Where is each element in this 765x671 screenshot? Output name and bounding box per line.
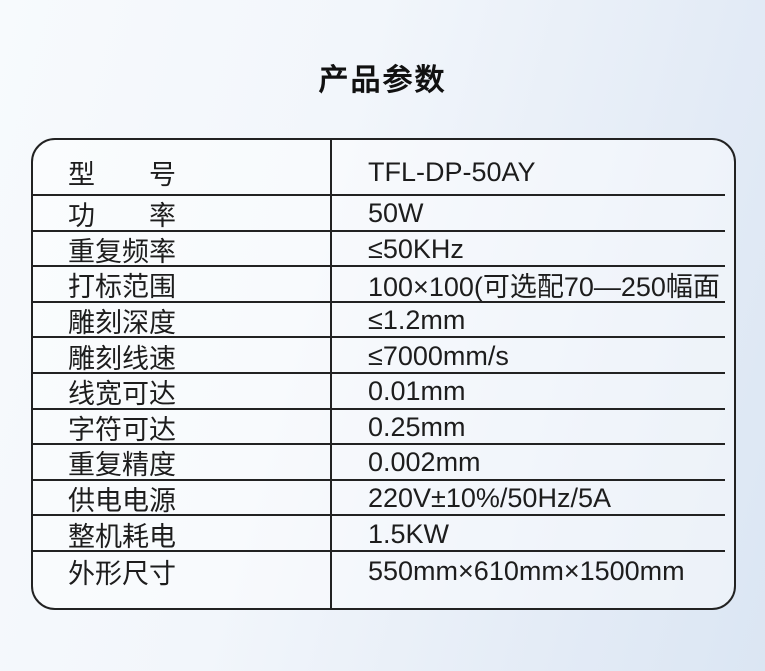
- spec-table: 型 号 TFL-DP-50AY 功 率 50W 重复频率 ≤50KHz 打标范围…: [31, 138, 736, 610]
- spec-value: ≤1.2mm: [368, 305, 466, 336]
- spec-label: 雕刻深度: [68, 308, 176, 339]
- table-row: 字符可达 0.25mm: [33, 410, 734, 446]
- spec-label: 重复频率: [68, 236, 176, 267]
- table-row: 雕刻深度 ≤1.2mm: [33, 303, 734, 339]
- spec-label: 重复精度: [68, 450, 176, 481]
- spec-value: 100×100(可选配70—250幅面: [368, 272, 720, 303]
- spec-label: 供电电源: [68, 486, 176, 517]
- spec-label: 功 率: [68, 201, 176, 232]
- table-row: 打标范围 100×100(可选配70—250幅面: [33, 267, 734, 303]
- table-row: 重复精度 0.002mm: [33, 445, 734, 481]
- spec-label: 打标范围: [68, 272, 176, 303]
- spec-value: 0.002mm: [368, 447, 481, 478]
- spec-value: ≤50KHz: [368, 233, 464, 264]
- spec-value: 0.01mm: [368, 376, 466, 407]
- page-title: 产品参数: [318, 64, 447, 97]
- spec-value: 1.5KW: [368, 518, 450, 549]
- spec-label: 字符可达: [68, 414, 176, 445]
- spec-label: 整机耗电: [68, 521, 176, 552]
- spec-label: 线宽可达: [68, 379, 176, 410]
- spec-label: 雕刻线速: [68, 343, 176, 374]
- table-row: 供电电源 220V±10%/50Hz/5A: [33, 481, 734, 517]
- spec-value: ≤7000mm/s: [368, 340, 509, 371]
- spec-label: 型 号: [68, 159, 176, 190]
- spec-value: 0.25mm: [368, 411, 466, 442]
- spec-value: 220V±10%/50Hz/5A: [368, 483, 611, 514]
- spec-value: TFL-DP-50AY: [368, 156, 536, 187]
- spec-value: 550mm×610mm×1500mm: [368, 556, 685, 587]
- spec-value: 50W: [368, 198, 424, 229]
- table-row: 重复频率 ≤50KHz: [33, 232, 734, 268]
- table-row: 外形尺寸 550mm×610mm×1500mm: [33, 552, 734, 608]
- table-row: 功 率 50W: [33, 196, 734, 232]
- table-row: 型 号 TFL-DP-50AY: [33, 140, 734, 196]
- table-row: 整机耗电 1.5KW: [33, 516, 734, 552]
- spec-label: 外形尺寸: [68, 559, 176, 590]
- table-row: 雕刻线速 ≤7000mm/s: [33, 338, 734, 374]
- table-row: 线宽可达 0.01mm: [33, 374, 734, 410]
- column-divider: [330, 140, 332, 608]
